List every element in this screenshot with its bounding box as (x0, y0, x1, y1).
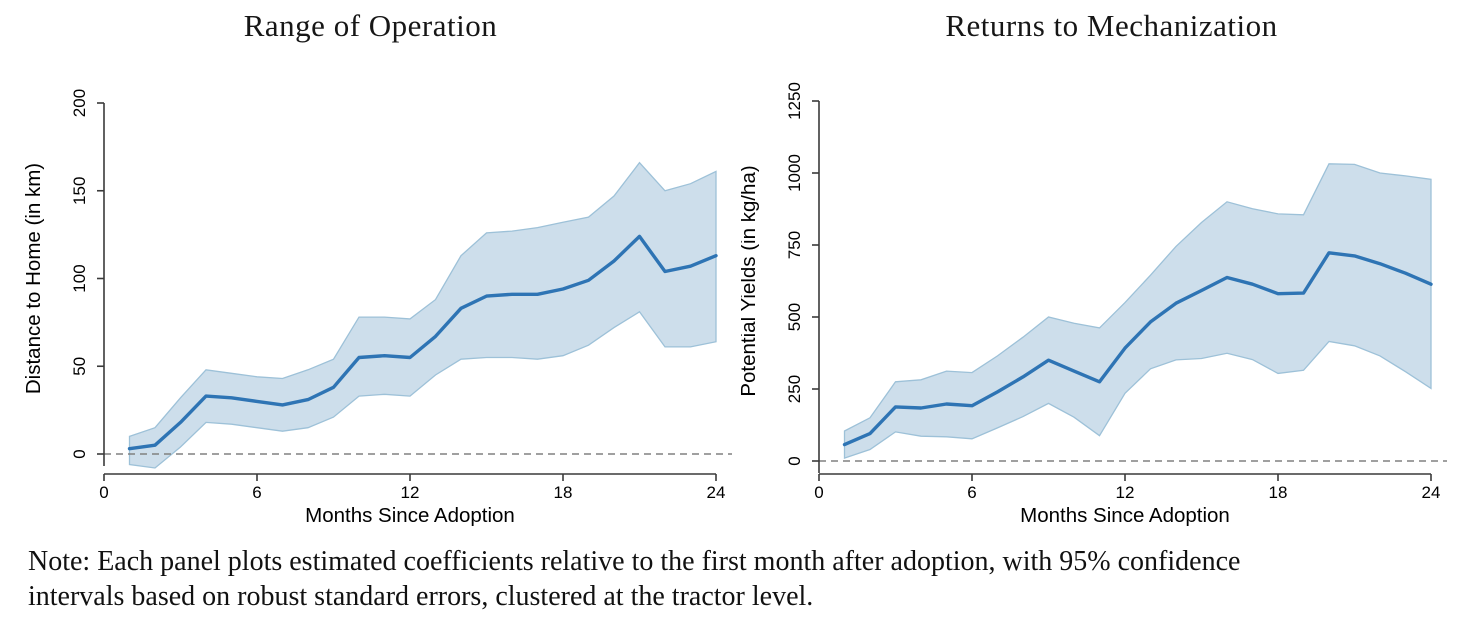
x-tick-label: 6 (252, 483, 261, 502)
panel-range-of-operation: Range of Operation 0 50 100 150 200 Distance … (0, 0, 741, 528)
x-tick-label: 12 (1116, 483, 1135, 502)
y-axis: 0 250 500 750 1000 1250 (785, 82, 820, 473)
x-tick-label: 24 (707, 483, 726, 502)
y-tick-label: 1250 (785, 82, 804, 120)
x-axis-title: Months Since Adoption (305, 504, 515, 527)
y-tick-label: 500 (785, 303, 804, 331)
y-tick-label: 50 (70, 357, 89, 376)
panel-returns-to-mechanization: Returns to Mechanization 0 250 500 750 1000 1… (741, 0, 1482, 528)
chart-title-right: Returns to Mechanization (945, 8, 1278, 43)
y-tick-label: 250 (785, 375, 804, 403)
coefficient-line (842, 251, 1433, 447)
x-axis-title: Months Since Adoption (1020, 504, 1230, 527)
figure-note-line1: Note: Each panel plots estimated coeffic… (28, 546, 1241, 577)
chart-panels: Range of Operation 0 50 100 150 200 Distance … (0, 0, 1482, 528)
chart-svg: 0 50 100 150 200 Distance to Home (in km) 0 6 12… (22, 89, 732, 527)
confidence-band (843, 163, 1432, 460)
x-axis: 0 6 12 18 24 (99, 473, 726, 502)
y-tick-label: 1000 (785, 154, 804, 192)
chart-range-of-operation: 0 50 100 150 200 Distance to Home (in km) 0 6 12… (0, 58, 741, 528)
y-tick-label: 150 (70, 177, 89, 205)
x-tick-label: 0 (814, 483, 823, 502)
y-tick-label: 100 (70, 264, 89, 292)
confidence-band (128, 161, 717, 469)
chart-svg: 0 250 500 750 1000 1250 Potential Yields (in k… (741, 82, 1447, 527)
x-axis: 0 6 12 18 24 (814, 473, 1441, 502)
y-tick-label: 0 (785, 456, 804, 465)
x-tick-label: 12 (401, 483, 420, 502)
y-tick-label: 200 (70, 89, 89, 117)
x-tick-label: 6 (967, 483, 976, 502)
chart-title-left: Range of Operation (243, 8, 498, 43)
chart-returns-to-mechanization: 0 250 500 750 1000 1250 Potential Yields (in k… (741, 58, 1482, 528)
figure-note: Note: Each panel plots estimated coeffic… (28, 544, 1468, 614)
y-axis-title: Distance to Home (in km) (22, 163, 45, 394)
y-axis: 0 50 100 150 200 (70, 89, 105, 466)
y-axis-title: Potential Yields (in kg/ha) (741, 165, 760, 396)
coefficient-line (127, 234, 718, 451)
y-tick-label: 0 (70, 449, 89, 458)
x-tick-label: 0 (99, 483, 108, 502)
x-tick-label: 18 (1269, 483, 1288, 502)
x-tick-label: 18 (554, 483, 573, 502)
figure-note-line2: intervals based on robust standard error… (28, 581, 814, 612)
coefficient-figure: Range of Operation 0 50 100 150 200 Distance … (0, 0, 1482, 614)
y-tick-label: 750 (785, 231, 804, 259)
x-tick-label: 24 (1422, 483, 1441, 502)
